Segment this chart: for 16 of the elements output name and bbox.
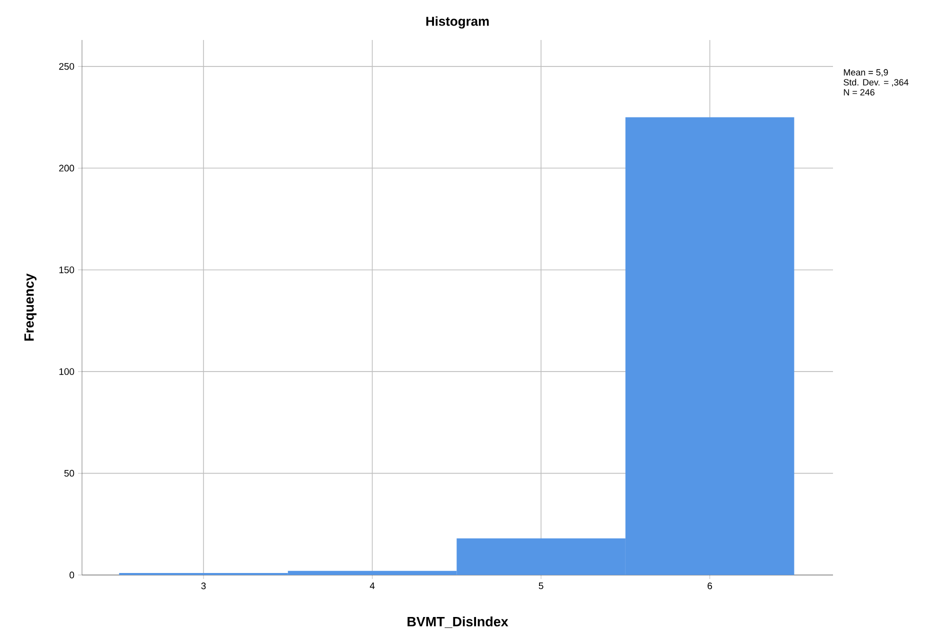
y-axis-title: Frequency (24, 274, 36, 341)
y-tick-label: 0 (70, 572, 74, 578)
chart-title: Histogram (426, 16, 489, 28)
text: Mean = 5,9 (844, 69, 888, 77)
y-tick-label: 50 (64, 470, 74, 477)
text: Std. Dev. = ,364 (844, 78, 908, 87)
y-tick-label: 150 (59, 266, 74, 274)
y-tick-label: 250 (59, 63, 74, 70)
text: N = 246 (844, 89, 874, 96)
x-tick-label: 5 (538, 582, 544, 590)
x-tick-label: 6 (708, 582, 712, 590)
x-tick-label: 3 (201, 582, 206, 590)
x-axis-title: BVMT_DisIndex (408, 616, 508, 628)
y-tick-label: 100 (59, 368, 74, 375)
y-tick-label: 200 (59, 164, 74, 172)
x-tick-label: 4 (370, 582, 375, 590)
